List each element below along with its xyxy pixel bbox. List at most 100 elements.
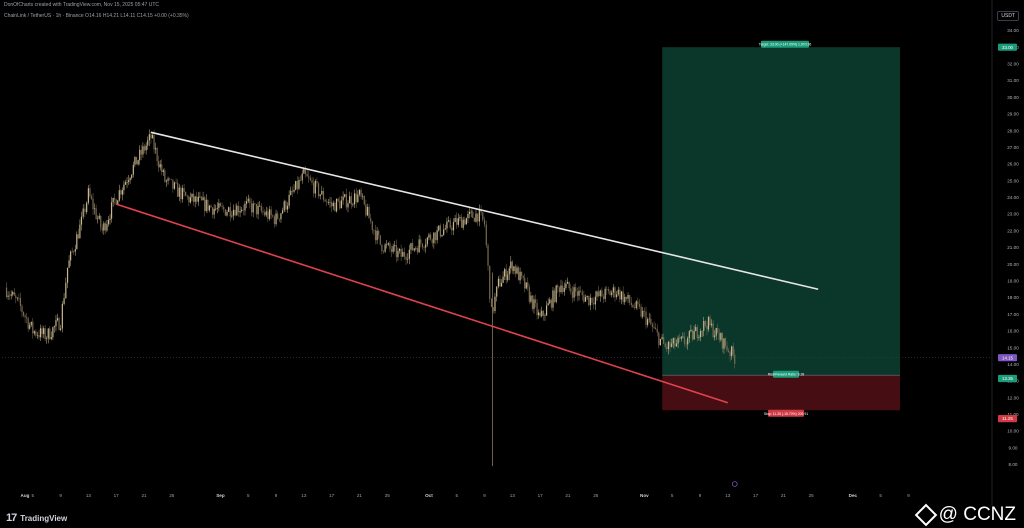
candle-body <box>246 201 248 204</box>
candle-body <box>619 289 621 300</box>
x-axis: Aug 5 9 13 17 21 25 Sep 5 9 13 17 21 25 Oct 5 9 13 17 21 25 N… <box>21 493 911 498</box>
candle-body <box>229 207 231 217</box>
candle-body <box>599 290 601 297</box>
candle-body <box>402 251 404 257</box>
candle-body <box>593 302 595 305</box>
tradingview-logo[interactable]: 17 TradingView <box>6 512 67 524</box>
candle-body <box>658 332 660 346</box>
candle-body <box>219 203 222 207</box>
candle-body <box>489 265 491 300</box>
candle-body <box>21 306 23 313</box>
candle-body <box>101 227 103 231</box>
candle-body <box>552 290 554 308</box>
candle-body <box>446 221 448 229</box>
candle-body <box>132 164 134 175</box>
candle-body <box>547 303 549 306</box>
candle-body <box>39 328 42 338</box>
candle-body <box>358 189 361 195</box>
candle-body <box>589 297 592 306</box>
candle-body <box>638 304 641 307</box>
y-tick-label: 12.00 <box>1007 395 1019 400</box>
candle-body <box>109 218 111 220</box>
candle-body <box>275 213 277 225</box>
candle-body <box>65 282 67 299</box>
candle-body <box>508 268 510 275</box>
candle-body <box>666 346 668 350</box>
candle-body <box>459 217 461 219</box>
candle-body <box>562 285 564 292</box>
candle-body <box>264 212 266 216</box>
candle-body <box>164 170 166 182</box>
target-label-text: Target: 33.00 (+147.09%) 1,970.36 <box>759 43 812 47</box>
y-tick-label: 25.00 <box>1007 178 1019 183</box>
candle-body <box>398 249 401 251</box>
candle-body <box>438 225 440 231</box>
candle-body <box>299 180 302 181</box>
candle-body <box>690 329 692 332</box>
price-chart[interactable]: Target: 33.00 (+147.09%) 1,970.36 Risk/Re… <box>0 0 1024 506</box>
candle-body <box>467 213 469 219</box>
candle-body <box>497 278 500 287</box>
candle-body <box>363 195 365 205</box>
candle-body <box>180 187 182 200</box>
candle-body <box>611 292 613 296</box>
candle-body <box>148 134 150 141</box>
candle-body <box>268 209 271 219</box>
candle-body <box>32 321 34 334</box>
symbol-legend[interactable]: ChainLink / TetherUS · 1h · Binance O14.… <box>4 13 189 19</box>
candle-body <box>199 196 201 198</box>
candle-body <box>49 328 51 339</box>
candle-body <box>196 196 198 202</box>
price-tag-text: 11.25 <box>1002 416 1013 421</box>
candle-body <box>659 338 662 346</box>
candle-body <box>159 164 161 168</box>
candle-body <box>573 287 575 298</box>
candle-body <box>505 269 507 281</box>
candle-body <box>624 296 626 303</box>
candle-body <box>10 294 12 296</box>
candle-body <box>255 203 258 215</box>
candle-body <box>327 202 329 203</box>
candle-body <box>115 199 117 205</box>
candle-body <box>186 195 188 197</box>
entry-label-text: Risk/Reward Ratio: 9.38 <box>768 373 805 377</box>
candle-body <box>439 225 441 237</box>
candle-body <box>714 335 716 338</box>
candle-body <box>118 190 120 201</box>
candle-body <box>428 234 430 238</box>
candle-body <box>674 338 676 347</box>
candle-body <box>142 146 144 155</box>
candle-body <box>281 210 284 214</box>
candle-body <box>331 202 333 207</box>
candle-body <box>555 285 557 302</box>
candle-body <box>204 197 206 212</box>
candle-body <box>395 245 397 258</box>
candle-body <box>167 178 169 181</box>
candle-body <box>456 218 458 225</box>
candle-body <box>213 208 215 215</box>
entry-label-bg <box>773 370 799 378</box>
candle-body <box>129 178 131 181</box>
currency-label[interactable]: USDT <box>997 11 1019 21</box>
candle-body <box>121 190 123 195</box>
candle-body <box>344 194 346 197</box>
candle-body <box>154 148 157 150</box>
candle-body <box>145 145 147 151</box>
candle-body <box>531 295 534 309</box>
candle-body <box>308 176 310 178</box>
candle-body <box>197 196 199 202</box>
candle-body <box>685 343 687 345</box>
x-tick-label: 5 <box>879 493 882 498</box>
candle-body <box>400 249 402 257</box>
candle-body <box>374 230 377 241</box>
candle-body <box>247 198 249 202</box>
candle-body <box>207 199 209 211</box>
candle-body <box>500 282 503 287</box>
candle-body <box>200 196 203 201</box>
candle-body <box>226 211 228 216</box>
candle-body <box>237 205 240 213</box>
candle-body <box>718 333 720 340</box>
x-tick-label: 5 <box>455 493 458 498</box>
candle-body <box>98 215 100 219</box>
candle-body <box>584 297 587 302</box>
